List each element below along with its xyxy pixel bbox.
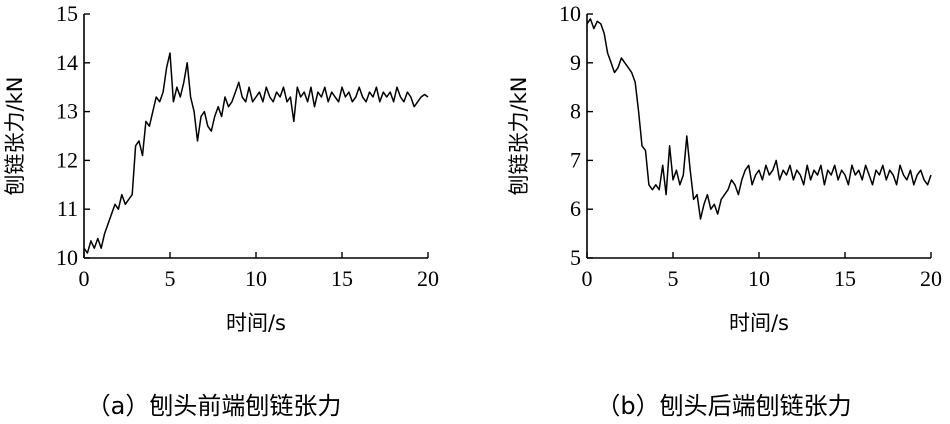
x-tick-label: 20 — [920, 266, 942, 291]
series-line — [586, 18, 932, 220]
series-line — [83, 52, 429, 254]
y-axis-label: 刨链张力/kN — [507, 77, 531, 196]
y-tick-label: 10 — [56, 245, 78, 270]
x-tick-label: 15 — [834, 266, 856, 291]
y-tick-label: 9 — [570, 50, 581, 75]
y-tick-label: 10 — [559, 1, 581, 26]
x-tick-label: 5 — [668, 266, 679, 291]
chart-a: 10 11 12 13 14 15 0 5 10 15 20 时间/s 刨链张力/kN （a）刨头前端刨链… — [3, 1, 439, 420]
y-tick-label: 5 — [570, 245, 581, 270]
x-axis-label: 时间/s — [729, 311, 789, 335]
x-tick-label: 15 — [331, 266, 353, 291]
y-tick-label: 12 — [56, 147, 78, 172]
chart-caption: （a）刨头前端刨链张力 — [87, 392, 342, 420]
x-tick-label: 0 — [79, 266, 90, 291]
y-axis-label: 刨链张力/kN — [3, 77, 27, 196]
chart-caption: （b）刨头后端刨链张力 — [596, 392, 851, 420]
x-tick-label: 0 — [582, 266, 593, 291]
y-tick-label: 8 — [570, 99, 581, 124]
x-tick-label: 10 — [245, 266, 267, 291]
y-tick-label: 11 — [57, 196, 78, 221]
y-tick-label: 14 — [56, 50, 78, 75]
x-tick-label: 5 — [165, 266, 176, 291]
x-axis-label: 时间/s — [226, 311, 286, 335]
x-tick-label: 20 — [417, 266, 439, 291]
y-tick-label: 13 — [56, 99, 78, 124]
y-tick-label: 15 — [56, 1, 78, 26]
x-tick-label: 10 — [748, 266, 770, 291]
y-tick-label: 7 — [570, 147, 581, 172]
y-tick-label: 6 — [570, 196, 581, 221]
